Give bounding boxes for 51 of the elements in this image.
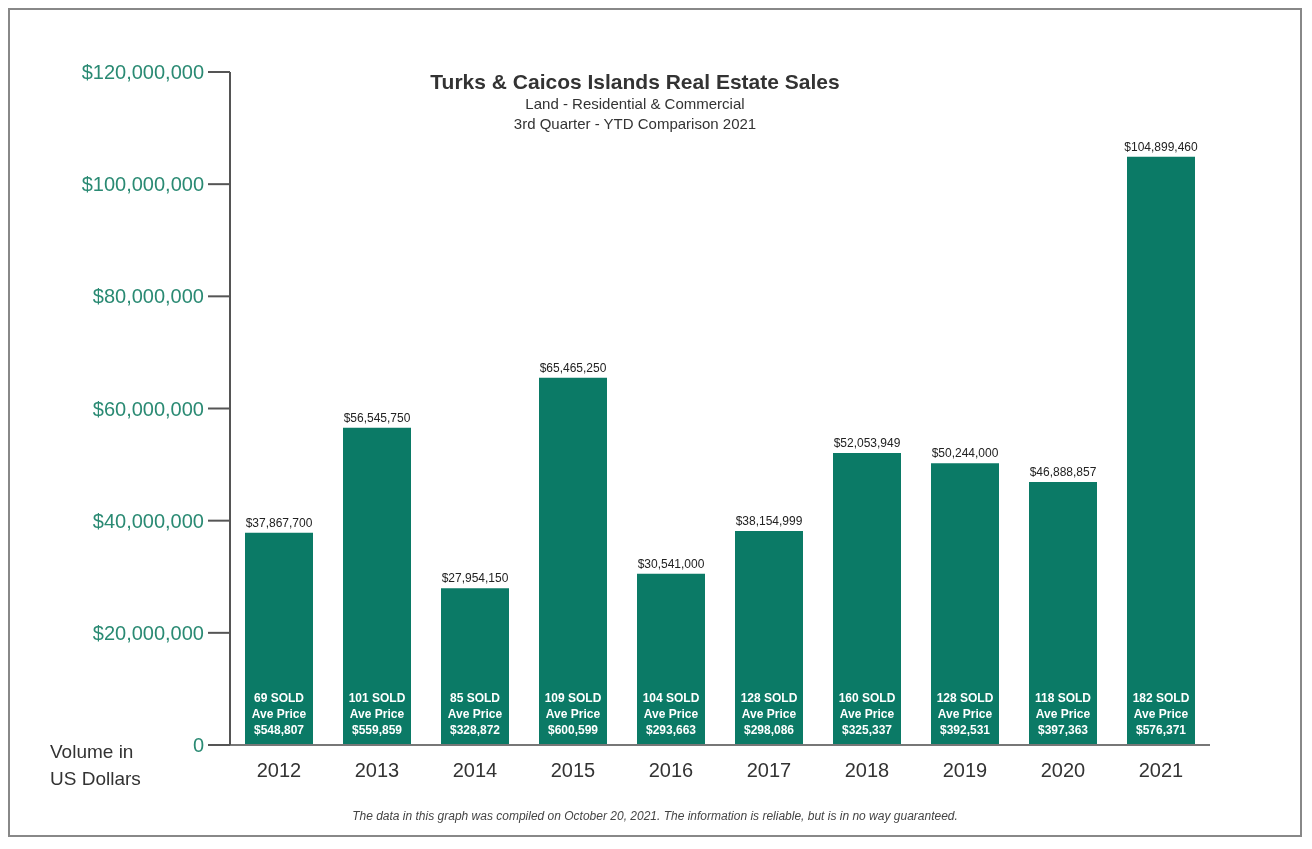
bar — [637, 573, 705, 745]
data-label: $30,541,000 — [637, 556, 705, 571]
x-tick-label: 2015 — [550, 759, 596, 782]
data-label: $46,888,857 — [1029, 465, 1097, 480]
chart-title: Turks & Caicos Islands Real Estate Sales — [430, 70, 840, 93]
y-axis-title: Volume in US Dollars — [50, 740, 141, 791]
y-tick-label: $80,000,000 — [92, 285, 204, 308]
annotation: 109 SOLD Ave Price $600,599 — [544, 691, 602, 738]
annotation: 160 SOLD Ave Price $325,337 — [838, 691, 896, 738]
annotation: 128 SOLD Ave Price $298,086 — [740, 691, 798, 738]
bar — [931, 463, 999, 745]
data-label: $38,154,999 — [735, 514, 803, 529]
x-tick-label: 2018 — [844, 759, 890, 782]
bar — [735, 531, 803, 745]
bar — [343, 427, 411, 745]
y-tick-label: $60,000,000 — [92, 397, 204, 420]
data-label: $37,867,700 — [245, 515, 313, 530]
annotation: 182 SOLD Ave Price $576,371 — [1132, 691, 1190, 738]
x-tick-label: 2014 — [452, 759, 498, 782]
data-label: $52,053,949 — [833, 436, 901, 451]
y-tick-label: $100,000,000 — [81, 173, 204, 196]
bar — [1029, 482, 1097, 745]
annotation: 69 SOLD Ave Price $548,807 — [251, 691, 307, 738]
annotation: 101 SOLD Ave Price $559,859 — [348, 691, 406, 738]
data-label: $50,244,000 — [931, 446, 999, 461]
data-label: $27,954,150 — [441, 571, 509, 586]
bar — [539, 377, 607, 745]
data-label: $56,545,750 — [343, 410, 411, 425]
x-tick-label: 2013 — [354, 759, 400, 782]
bar — [441, 588, 509, 745]
x-tick-label: 2019 — [942, 759, 988, 782]
y-tick-label: $40,000,000 — [92, 509, 204, 532]
annotation: 118 SOLD Ave Price $397,363 — [1034, 691, 1092, 738]
x-tick-label: 2017 — [746, 759, 792, 782]
data-label: $65,465,250 — [539, 360, 607, 375]
annotation: 128 SOLD Ave Price $392,531 — [936, 691, 994, 738]
x-tick-label: 2016 — [648, 759, 694, 782]
x-tick-label: 2021 — [1138, 759, 1184, 782]
x-tick-label: 2020 — [1040, 759, 1086, 782]
y-tick-label: $120,000,000 — [81, 61, 204, 84]
annotation: 104 SOLD Ave Price $293,663 — [642, 691, 700, 738]
text: Land - Residential & Commercial 3rd Quarter - YTD Comparison 2021 — [512, 94, 758, 134]
bar — [833, 453, 901, 745]
y-tick-label: 0 — [192, 734, 204, 757]
annotation: 85 SOLD Ave Price $328,872 — [447, 691, 503, 738]
x-tick-label: 2012 — [256, 759, 302, 782]
bar — [245, 532, 313, 745]
data-label: $104,899,460 — [1124, 139, 1199, 154]
bar — [1127, 156, 1195, 745]
text: The data in this graph was compiled on October 20, 2021. The information is reliable, but is in no way guaranteed. — [352, 809, 958, 823]
y-tick-label: $20,000,000 — [92, 621, 204, 644]
